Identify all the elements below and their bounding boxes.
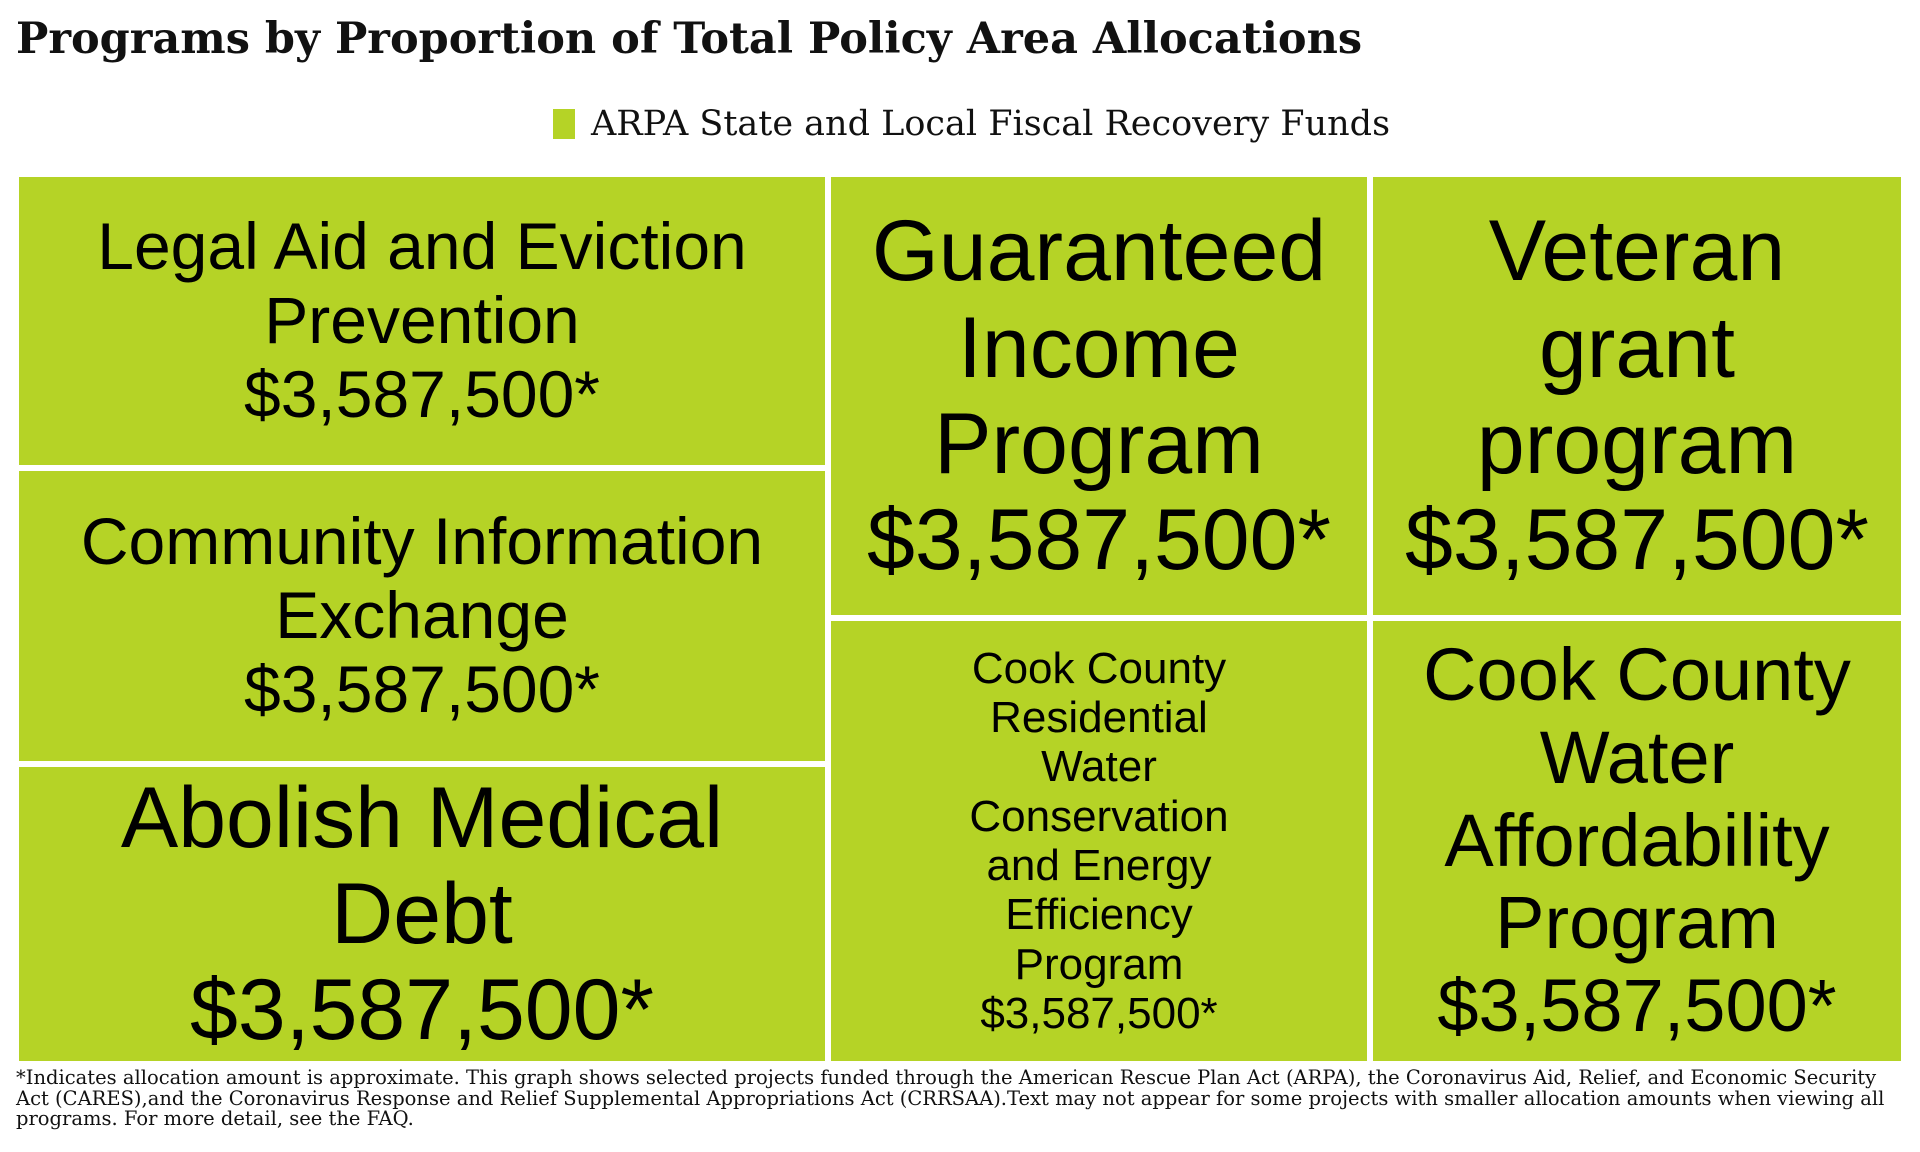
chart-legend[interactable]: ARPA State and Local Fiscal Recovery Fun…: [553, 100, 1390, 148]
tile-label: Community Information Exchange: [80, 504, 764, 653]
treemap-tile[interactable]: Legal Aid and Eviction Prevention $3,587,…: [16, 174, 828, 468]
tile-label: Legal Aid and Eviction Prevention: [97, 209, 747, 358]
treemap-tile[interactable]: Community Information Exchange $3,587,500…: [16, 468, 828, 764]
treemap-tile[interactable]: Abolish Medical Debt $3,587,500*: [16, 764, 828, 1064]
tile-value: $3,587,500*: [190, 962, 654, 1059]
chart-title: Programs by Proportion of Total Policy A…: [16, 14, 1363, 64]
tile-label: Cook County Residential Water Conservati…: [969, 643, 1229, 989]
tile-value: $3,587,500*: [980, 988, 1218, 1038]
tile-value: $3,587,500*: [1437, 964, 1837, 1048]
legend-label: ARPA State and Local Fiscal Recovery Fun…: [591, 104, 1391, 144]
chart-footnote: *Indicates allocation amount is approxim…: [16, 1066, 1885, 1131]
tile-label: Guaranteed Income Program: [871, 203, 1327, 492]
treemap-tile[interactable]: Cook County Water Affordability Program $…: [1370, 618, 1904, 1064]
tile-label: Cook County Water Affordability Program: [1423, 632, 1851, 965]
tile-value: $3,587,500*: [243, 356, 600, 431]
tile-value: $3,587,500*: [1405, 492, 1869, 589]
tile-label: Abolish Medical Debt: [120, 769, 724, 962]
treemap: Legal Aid and Eviction Prevention $3,587,…: [16, 174, 1904, 1064]
treemap-tile[interactable]: Veteran grant program $3,587,500*: [1370, 174, 1904, 618]
treemap-tile[interactable]: Cook County Residential Water Conservati…: [828, 618, 1370, 1064]
tile-label: Veteran grant program: [1476, 203, 1798, 492]
tile-value: $3,587,500*: [867, 492, 1331, 589]
legend-swatch-icon: [553, 109, 575, 139]
tile-value: $3,587,500*: [243, 651, 600, 726]
treemap-tile[interactable]: Guaranteed Income Program $3,587,500*: [828, 174, 1370, 618]
